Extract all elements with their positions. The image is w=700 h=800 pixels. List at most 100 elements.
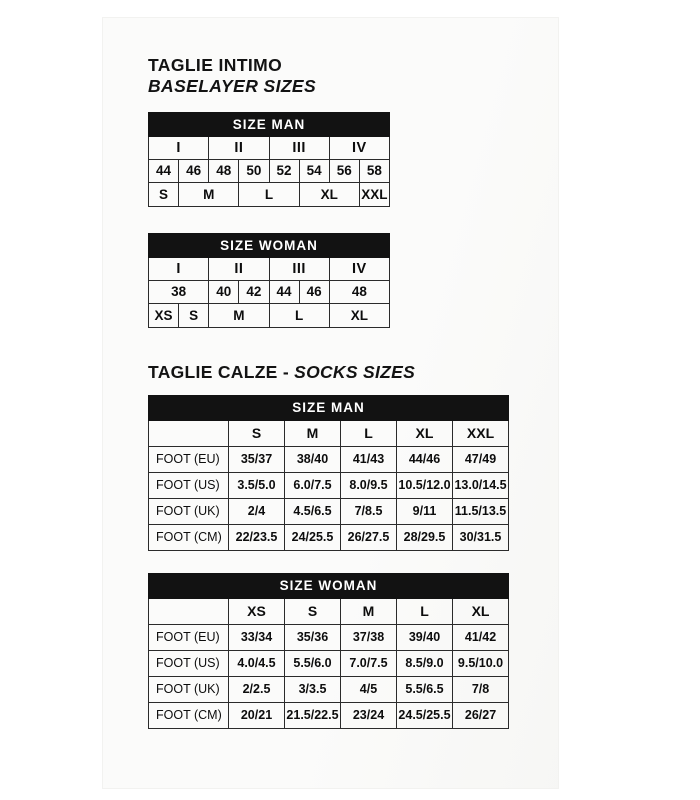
size-number-cell: 52 (268, 158, 300, 183)
size-letter-cell: XL (298, 181, 360, 207)
size-letter-cell: L (238, 181, 300, 207)
cell: 2/2.5 (228, 675, 285, 703)
row-label: FOOT (CM) (148, 701, 229, 729)
socks-title-en: SOCKS SIZES (294, 361, 416, 382)
table-row: FOOT (EU) 33/34 35/36 37/38 39/40 41/42 (148, 623, 510, 651)
corner-cell (148, 419, 229, 447)
baselayer-size-woman-table: SIZE WOMAN I II III IV 38 40 42 44 46 48… (147, 232, 391, 328)
size-chart-content: TAGLIE INTIMO BASELAYER SIZES SIZE MAN I… (147, 55, 548, 751)
cell: 7/8.5 (340, 497, 397, 525)
cell: 30/31.5 (451, 523, 510, 551)
cell: 47/49 (451, 445, 510, 473)
cell: 21.5/22.5 (284, 701, 341, 729)
row-label: FOOT (UK) (148, 497, 229, 525)
cell: 2/4 (228, 497, 285, 525)
size-number-cell: 48 (208, 158, 240, 183)
cell: 24.5/25.5 (396, 701, 453, 729)
cell: 5.5/6.0 (284, 649, 341, 677)
cell: 22/23.5 (228, 523, 285, 551)
cell: 4.0/4.5 (228, 649, 285, 677)
socks-section: TAGLIE CALZE - SOCKS SIZES SIZE MAN S M … (147, 361, 548, 729)
row-label: FOOT (EU) (148, 623, 229, 651)
cell: 41/43 (340, 445, 397, 473)
cell: 7.0/7.5 (340, 649, 397, 677)
baselayer-heading: TAGLIE INTIMO BASELAYER SIZES (148, 55, 548, 98)
size-number-cell: 56 (328, 158, 360, 183)
cell: 23/24 (340, 701, 397, 729)
table-row: FOOT (CM) 22/23.5 24/25.5 26/27.5 28/29.… (148, 523, 510, 551)
socks-size-woman-table: SIZE WOMAN XS S M L XL FOOT (EU) 33/34 3… (147, 572, 510, 729)
cell: 38/40 (284, 445, 341, 473)
band-label: SIZE WOMAN (147, 572, 510, 599)
socks-title-it: TAGLIE CALZE - (148, 361, 295, 382)
table-band-row: SIZE MAN (148, 111, 390, 137)
size-number-cell: 54 (298, 158, 330, 183)
table-band-row: SIZE WOMAN (147, 572, 510, 599)
cell: 11.5/13.5 (451, 497, 510, 525)
cell: 39/40 (396, 623, 453, 651)
cell: 24/25.5 (284, 523, 341, 551)
size-number-cell: 40 (208, 279, 240, 304)
size-number-cell: 46 (298, 279, 330, 304)
cell: 28/29.5 (396, 523, 453, 551)
size-letter-cell: M (208, 302, 270, 328)
column-header: XL (396, 419, 453, 447)
cell: 7/8 (451, 675, 510, 703)
table-row: FOOT (CM) 20/21 21.5/22.5 23/24 24.5/25.… (148, 701, 510, 729)
cell: 33/34 (228, 623, 285, 651)
roman-cell: I (147, 135, 210, 160)
row-label: FOOT (US) (148, 471, 229, 499)
cell: 10.5/12.0 (396, 471, 453, 499)
size-letter-cell: L (268, 302, 330, 328)
cell: 4/5 (340, 675, 397, 703)
table-row: FOOT (UK) 2/4 4.5/6.5 7/8.5 9/11 11.5/13… (148, 497, 510, 525)
cell: 8.5/9.0 (396, 649, 453, 677)
cell: 37/38 (340, 623, 397, 651)
table-row: FOOT (US) 4.0/4.5 5.5/6.0 7.0/7.5 8.5/9.… (148, 649, 510, 677)
socks-size-man-wrap: SIZE MAN S M L XL XXL FOOT (EU) 35/37 38… (147, 394, 510, 551)
size-number-cell: 58 (358, 158, 391, 183)
row-label: FOOT (EU) (148, 445, 229, 473)
table-row: FOOT (EU) 35/37 38/40 41/43 44/46 47/49 (148, 445, 510, 473)
baselayer-title-it: TAGLIE INTIMO (148, 55, 283, 75)
cell: 8.0/9.5 (340, 471, 397, 499)
letter-row: S M L XL XXL (147, 181, 391, 207)
roman-cell: I (147, 256, 210, 281)
size-letter-cell: M (178, 181, 240, 207)
cell: 41/42 (451, 623, 510, 651)
socks-size-woman-wrap: SIZE WOMAN XS S M L XL FOOT (EU) 33/34 3… (147, 572, 510, 729)
number-row: 38 40 42 44 46 48 (147, 279, 391, 304)
column-header-row: XS S M L XL (148, 597, 510, 625)
baselayer-title-en: BASELAYER SIZES (148, 76, 317, 97)
cell: 6.0/7.5 (284, 471, 341, 499)
baselayer-size-man-table: SIZE MAN I II III IV 44 46 48 50 52 54 5… (147, 111, 391, 207)
roman-cell: IV (328, 135, 391, 160)
roman-cell: II (208, 135, 270, 160)
socks-size-man-table: SIZE MAN S M L XL XXL FOOT (EU) 35/37 38… (147, 394, 510, 551)
row-label: FOOT (CM) (148, 523, 229, 551)
size-number-cell: 38 (147, 279, 210, 304)
column-header: M (340, 597, 397, 625)
size-number-cell: 42 (238, 279, 270, 304)
column-header: M (284, 419, 341, 447)
band-label: SIZE MAN (147, 394, 510, 421)
column-header: XXL (451, 419, 510, 447)
column-header: L (396, 597, 453, 625)
band-label: SIZE WOMAN (148, 232, 390, 258)
table-band-row: SIZE MAN (147, 394, 510, 421)
cell: 20/21 (228, 701, 285, 729)
roman-cell: III (268, 256, 330, 281)
baselayer-size-woman-wrap: SIZE WOMAN I II III IV 38 40 42 44 46 48… (147, 232, 391, 328)
letter-row: XS S M L XL (147, 302, 391, 328)
row-label: FOOT (UK) (148, 675, 229, 703)
roman-cell: III (268, 135, 330, 160)
roman-cell: II (208, 256, 270, 281)
size-number-cell: 44 (268, 279, 300, 304)
table-row: FOOT (UK) 2/2.5 3/3.5 4/5 5.5/6.5 7/8 (148, 675, 510, 703)
cell: 9/11 (396, 497, 453, 525)
column-header: L (340, 419, 397, 447)
size-number-cell: 44 (147, 158, 180, 183)
cell: 4.5/6.5 (284, 497, 341, 525)
size-letter-cell: S (147, 181, 180, 207)
column-header: S (228, 419, 285, 447)
